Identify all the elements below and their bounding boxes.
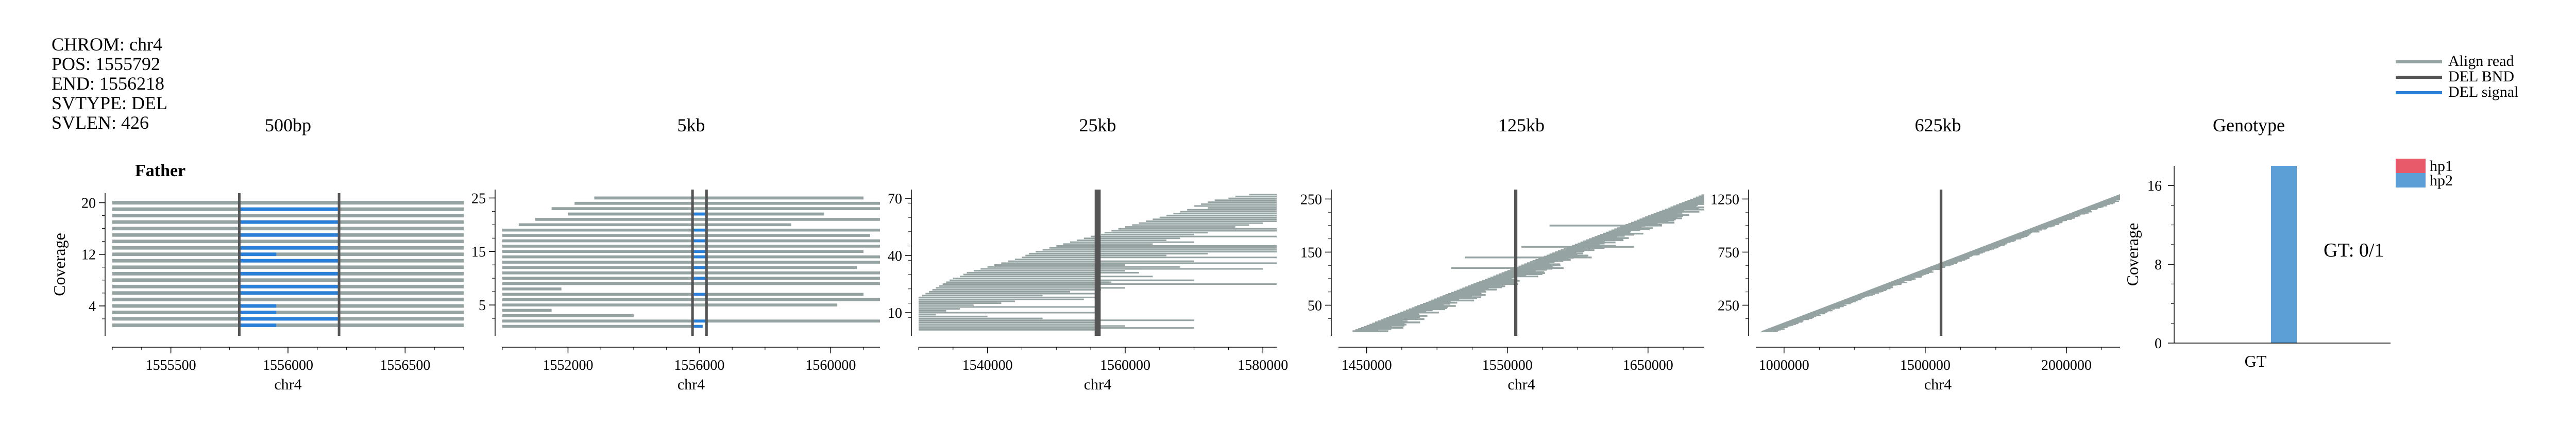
panel-title: 625kb — [1915, 115, 1961, 135]
x-tick-label: 1560000 — [805, 357, 856, 373]
y-tick-label: 1250 — [1710, 192, 1739, 208]
hp2-label: hp2 — [2430, 172, 2453, 189]
x-tick-label: 1556000 — [263, 357, 313, 373]
sv-info-block: CHROM: chr4 POS: 1555792 END: 1556218 SV… — [52, 34, 167, 133]
y-tick-label: 150 — [1300, 245, 1322, 261]
x-tick-label: 1000000 — [1759, 357, 1809, 373]
sample-label: Father — [135, 161, 185, 180]
y-tick-label: 750 — [1718, 245, 1739, 261]
hp2-swatch — [2396, 173, 2426, 188]
x-tick-label: 1552000 — [543, 357, 593, 373]
panel-25kb: 25kb 10 40 70 1540000 1560000 1580000 chr4 — [888, 115, 1288, 393]
x-tick-label: 1540000 — [962, 357, 1013, 373]
y-tick-label: 0 — [2155, 336, 2162, 352]
x-tick-label: 1556000 — [674, 357, 724, 373]
info-pos: POS: 1555792 — [52, 54, 160, 74]
panel-genotype: Genotype 0 8 16 Coverage GT GT: 0/1 — [2123, 115, 2391, 370]
y-tick-label: 40 — [888, 248, 902, 264]
x-tick-label: 1560000 — [1100, 357, 1150, 373]
y-tick-label: 250 — [1300, 192, 1322, 208]
info-svlen: SVLEN: 426 — [52, 112, 149, 133]
y-tick-label: 250 — [1718, 298, 1739, 314]
panel-title: Genotype — [2213, 115, 2285, 135]
y-tick-label: 50 — [1308, 298, 1322, 314]
y-tick-label: 15 — [471, 244, 486, 260]
info-svtype: SVTYPE: DEL — [52, 93, 167, 113]
axes: 250 750 1250 1000000 1500000 2000000 chr4 — [1710, 190, 2120, 393]
y-axis-label: Coverage — [50, 233, 69, 296]
y-tick-label: 16 — [2147, 178, 2162, 194]
panel-125kb: 125kb 50 150 250 1450000 1550000 1650000 chr4 — [1300, 115, 1704, 393]
x-tick-label: 2000000 — [2041, 357, 2092, 373]
panel-500bp: 500bp 4 12 20 1555500 1556000 1556500 chr4 Cover… — [50, 115, 464, 393]
panels: 500bp 4 12 20 1555500 1556000 1556500 chr4 Cover… — [50, 115, 2391, 393]
x-tick-label: 1500000 — [1900, 357, 1951, 373]
x-axis-label: chr4 — [1924, 376, 1952, 393]
genotype-annotation: GT: 0/1 — [2324, 240, 2384, 261]
x-tick-label: 1550000 — [1482, 357, 1533, 373]
hp1-label: hp1 — [2430, 158, 2453, 175]
x-tick-label: 1450000 — [1342, 357, 1392, 373]
x-axis-label: chr4 — [677, 376, 705, 393]
panel-title: 125kb — [1498, 115, 1545, 135]
y-tick-label: 8 — [2155, 257, 2162, 273]
x-tick-label: GT — [2245, 352, 2267, 370]
panel-title: 5kb — [677, 115, 705, 135]
y-tick-label: 4 — [89, 299, 96, 315]
y-tick-label: 10 — [888, 305, 902, 321]
x-tick-label: 1556500 — [380, 357, 430, 373]
haplotype-legend: hp1 hp2 — [2396, 158, 2453, 189]
bar-hp2 — [2271, 166, 2297, 343]
legend-align-read-label: Align read — [2448, 53, 2514, 70]
axes: 5 15 25 1552000 1556000 1560000 chr4 — [471, 190, 880, 393]
y-tick-label: 25 — [471, 191, 486, 207]
y-tick-label: 12 — [81, 247, 96, 263]
y-tick-label: 5 — [479, 298, 486, 314]
x-axis-label: chr4 — [274, 376, 301, 393]
axes: 50 150 250 1450000 1550000 1650000 chr4 — [1300, 190, 1704, 393]
y-axis-label: Coverage — [2123, 223, 2142, 286]
panel-625kb: 625kb 250 750 1250 1000000 1500000 2000000 chr4 — [1710, 115, 2120, 393]
read-legend: Align read DEL BND DEL signal — [2396, 53, 2518, 100]
hp1-swatch — [2396, 159, 2426, 173]
axes: 10 40 70 1540000 1560000 1580000 chr4 — [888, 190, 1288, 393]
x-tick-label: 1650000 — [1623, 357, 1673, 373]
panel-title: 25kb — [1079, 115, 1116, 135]
x-tick-label: 1555500 — [146, 357, 196, 373]
axes: 4 12 20 1555500 1556000 1556500 chr4 Coverage — [50, 193, 464, 393]
y-tick-label: 20 — [81, 196, 96, 212]
x-axis-label: chr4 — [1084, 376, 1111, 393]
x-axis-label: chr4 — [1507, 376, 1535, 393]
info-end: END: 1556218 — [52, 73, 164, 94]
x-tick-label: 1580000 — [1238, 357, 1288, 373]
info-chrom: CHROM: chr4 — [52, 34, 162, 55]
y-tick-label: 70 — [888, 191, 902, 207]
panel-title: 500bp — [265, 115, 311, 135]
legend-del-signal-label: DEL signal — [2448, 83, 2518, 100]
panel-5kb: 5kb 5 15 25 1552000 1556000 1560000 chr4 — [471, 115, 880, 393]
legend-del-bnd-label: DEL BND — [2448, 68, 2514, 85]
